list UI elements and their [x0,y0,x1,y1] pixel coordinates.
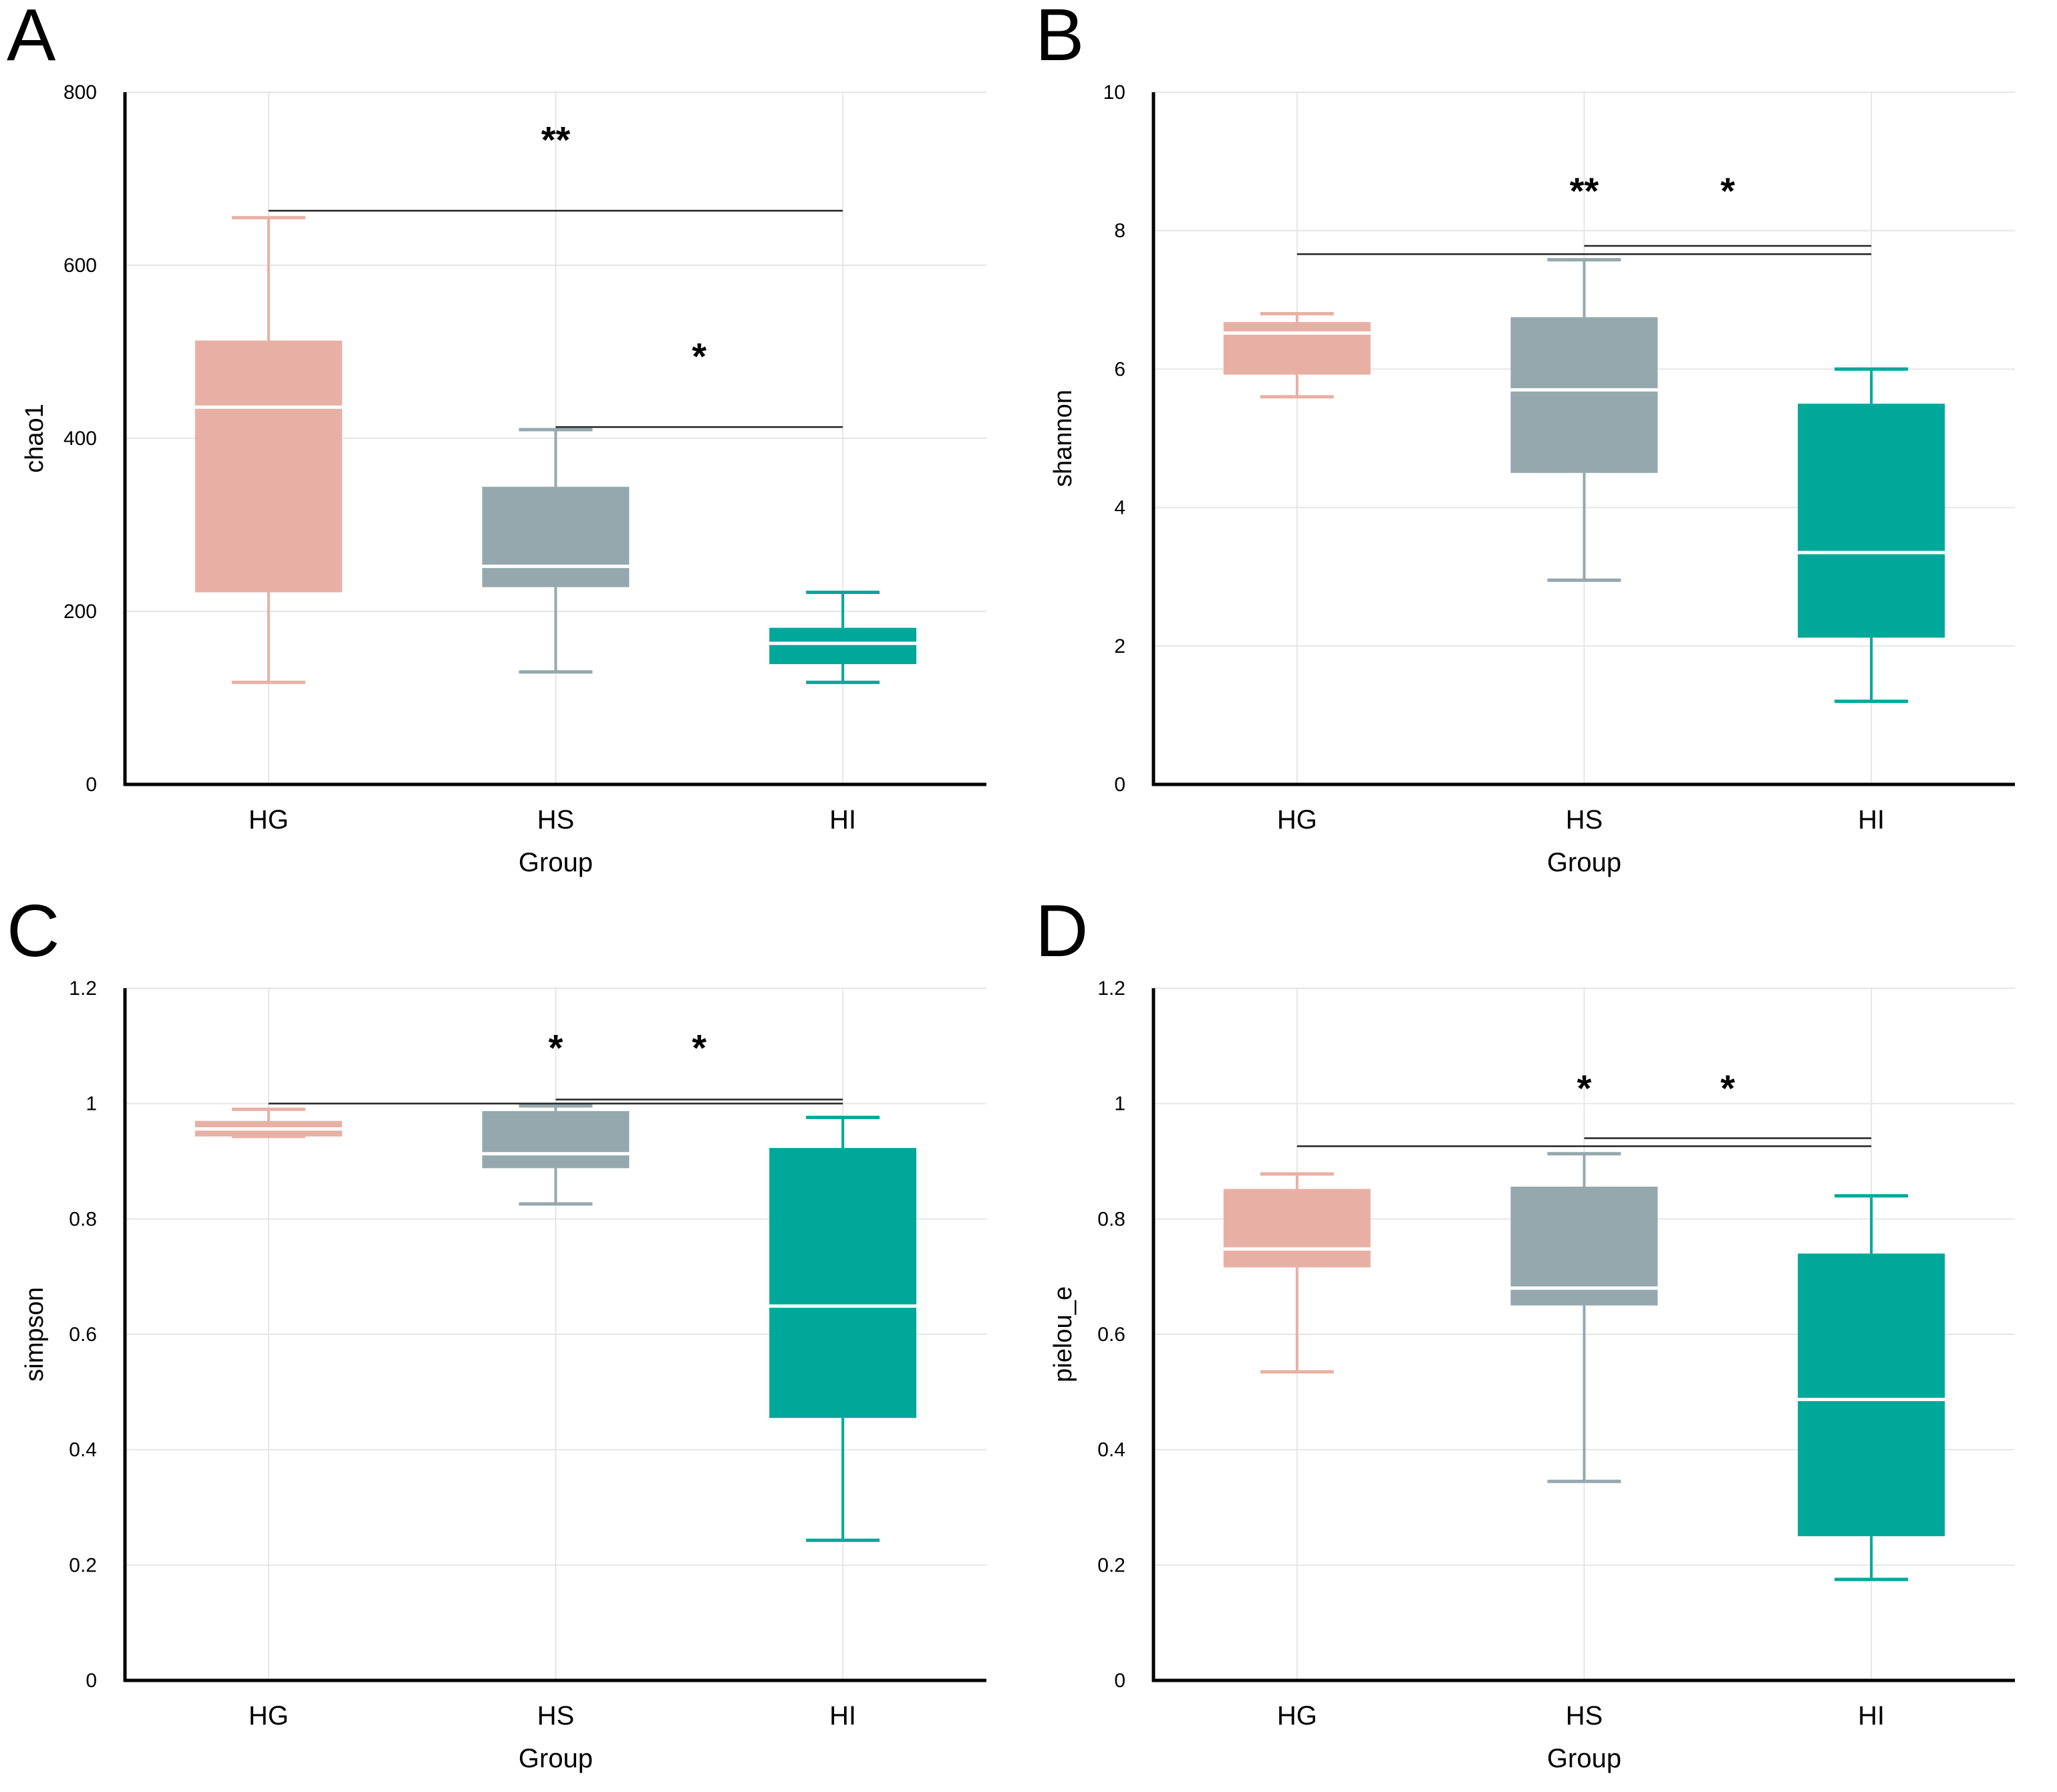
panel-b-shannon: B ** * 0 2 4 6 8 10 HG HS HI Group shannon [1028,0,2057,896]
box-hs-iqr [1510,1186,1658,1306]
y-tick-label: 6 [1114,358,1125,380]
y-tick-label: 200 [63,601,97,623]
y-tick-label: 0.2 [69,1554,97,1576]
y-tick-label: 1 [1114,1093,1125,1115]
panel-label: A [7,0,56,76]
box-hs-iqr [482,1110,630,1169]
x-tick-label-hg: HG [1277,805,1317,835]
box-hg-iqr [194,340,342,593]
x-axis-title: Group [519,848,593,877]
x-tick-label-hs: HS [537,1701,575,1731]
x-tick-label-hi: HI [1858,1701,1885,1731]
y-tick-label: 1.2 [1097,978,1125,1000]
y-tick-label: 800 [63,82,97,104]
panel-label: C [7,890,60,972]
panel-a-chao1: A ** * 0 200 400 600 800 HG HS HI Group chao1 [0,0,1028,896]
box-hs-iqr [482,486,630,587]
y-axis-title: shannon [1049,390,1077,487]
y-tick-label: 400 [63,428,97,450]
x-axis-title: Group [1547,848,1621,877]
y-tick-label: 1.2 [69,978,97,1000]
y-tick-label: 4 [1114,497,1125,519]
box-hi-iqr [1798,404,1945,638]
y-axis-title: chao1 [21,404,49,473]
y-axis-title: pielou_e [1049,1286,1077,1382]
significance-label: * [692,1026,706,1068]
x-tick-label-hi: HI [829,1701,856,1731]
y-tick-label: 10 [1103,82,1125,104]
y-tick-label: 0.4 [1097,1439,1125,1461]
significance-label: ** [1570,170,1599,212]
y-tick-label: 0 [86,774,97,796]
significance-label: * [1720,1067,1735,1109]
simpson-boxplot: * * 0 0.2 0.4 0.6 0.8 1 1.2 HG HS HI Group simpson [21,978,986,1773]
x-tick-label-hg: HG [249,1701,289,1731]
box-hg-iqr [1223,321,1371,375]
panel-label: B [1035,0,1085,76]
panel-d-pielou: D * * 0 0.2 0.4 0.6 0.8 1 1.2 HG HS HI Group pielou_e [1028,891,2057,1792]
x-tick-label-hi: HI [1858,805,1885,835]
y-tick-label: 0.4 [69,1439,97,1461]
y-tick-label: 600 [63,255,97,277]
panel-c-simpson: C * * 0 0.2 0.4 0.6 0.8 1 1.2 HG HS HI Group simpson [0,891,1028,1792]
significance-label: * [692,335,706,377]
x-tick-label-hi: HI [829,805,856,835]
y-tick-label: 0.8 [1097,1208,1125,1230]
y-tick-label: 0.2 [1097,1554,1125,1576]
box-hi-iqr [769,1148,917,1418]
x-tick-label-hg: HG [1277,1701,1317,1731]
x-axis-title: Group [1547,1744,1621,1773]
pielou-boxplot: * * 0 0.2 0.4 0.6 0.8 1 1.2 HG HS HI Group pielou_e [1049,978,2015,1773]
y-tick-label: 0 [86,1670,97,1692]
y-tick-label: 0.6 [1097,1324,1125,1346]
y-tick-label: 0 [1114,1670,1125,1692]
y-tick-label: 0.8 [69,1208,97,1230]
significance-label: * [1720,170,1735,212]
box-hg-iqr [1223,1189,1371,1267]
y-tick-label: 0.6 [69,1324,97,1346]
y-tick-label: 8 [1114,220,1125,242]
x-tick-label-hs: HS [537,805,575,835]
x-tick-label-hg: HG [249,805,289,835]
x-axis-title: Group [519,1744,593,1773]
box-hs-iqr [1510,317,1658,473]
x-tick-label-hs: HS [1566,1701,1603,1731]
significance-label: ** [541,119,571,161]
y-tick-label: 2 [1114,635,1125,657]
y-tick-label: 0 [1114,774,1125,796]
box-hi-iqr [1798,1253,1945,1537]
significance-label: * [549,1026,563,1068]
y-tick-label: 1 [86,1093,97,1115]
panel-label: D [1035,890,1089,972]
significance-label: * [1577,1067,1592,1109]
x-tick-label-hs: HS [1566,805,1603,835]
box-hi-iqr [769,627,917,664]
y-axis-title: simpson [21,1287,49,1382]
